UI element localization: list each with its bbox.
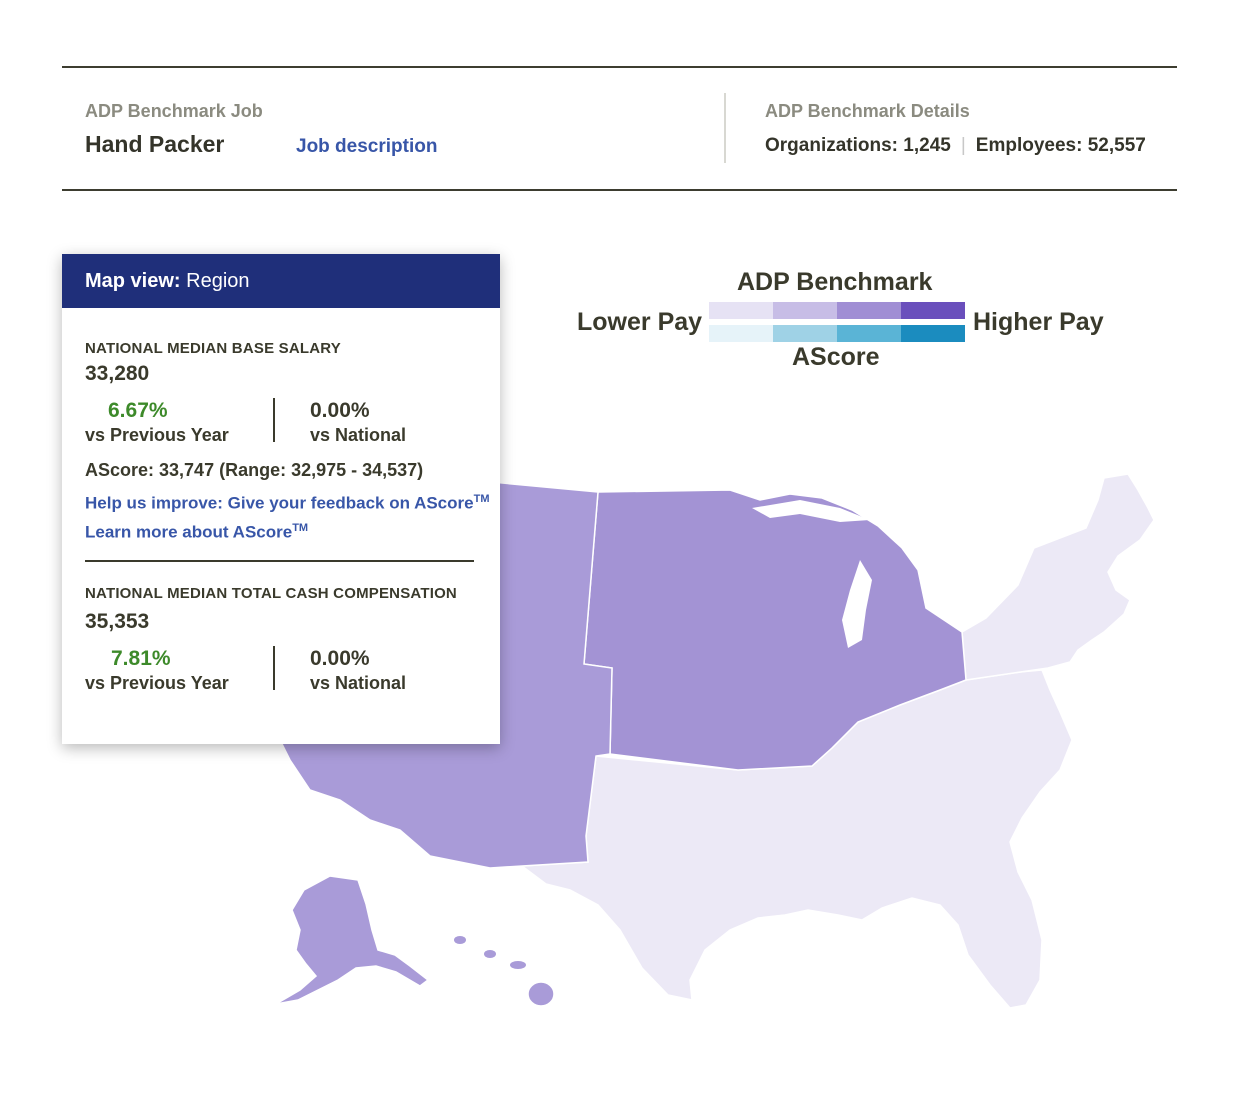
top-rule (62, 66, 1177, 68)
tm-mark: TM (292, 522, 309, 534)
job-title: Hand Packer (85, 131, 225, 157)
region-info-panel: Map view: Region NATIONAL MEDIAN BASE SA… (62, 254, 500, 744)
feedback-link-text[interactable]: Help us improve: Give your feedback on A… (85, 493, 474, 513)
bottom-rule (62, 189, 1177, 191)
total-vs-prev-label: vs Previous Year (85, 673, 229, 693)
header-divider (724, 93, 726, 163)
base-vs-nat-label: vs National (310, 425, 407, 445)
benchmark-swatch-2 (773, 302, 837, 319)
map-view-label: Map view: (85, 270, 181, 292)
total-vs-prev-pct: 7.81% (111, 647, 171, 670)
ascore-swatch-4 (901, 325, 965, 342)
map-region-alaska[interactable] (275, 875, 430, 1005)
benchmark-swatch-4 (901, 302, 965, 319)
great-lake-michigan (842, 560, 872, 648)
map-region-west[interactable] (278, 479, 613, 869)
base-vs-prev-pct: 6.67% (108, 399, 168, 422)
ascore-swatch-3 (837, 325, 901, 342)
job-description-link[interactable]: Job description (296, 136, 438, 157)
learn-more-link-text[interactable]: Learn more about AScore (85, 522, 293, 542)
map-region-hawaii[interactable] (527, 981, 555, 1007)
panel-divider (85, 560, 474, 562)
benchmark-details: Organizations: 1,245 | Employees: 52,557 (765, 135, 1146, 157)
ascore-swatch-2 (773, 325, 837, 342)
feedback-link[interactable]: Help us improve: Give your feedback on A… (85, 493, 489, 514)
legend-lower-pay: Lower Pay (577, 308, 703, 336)
total-cash-label: NATIONAL MEDIAN TOTAL CASH COMPENSATION (85, 585, 457, 602)
benchmark-swatch-1 (709, 302, 773, 319)
map-region-midwest[interactable] (583, 489, 967, 771)
tm-mark: TM (473, 493, 490, 505)
details-separator: | (960, 135, 966, 156)
panel-header: Map view: Region (62, 254, 500, 308)
benchmark-job-label: ADP Benchmark Job (85, 101, 263, 121)
hawaii-islet-2 (484, 950, 496, 958)
employees-count: Employees: 52,557 (975, 135, 1146, 156)
base-salary-label: NATIONAL MEDIAN BASE SALARY (85, 340, 341, 357)
hawaii-islet-3 (454, 936, 466, 944)
map-view-value[interactable]: Region (186, 270, 250, 292)
total-vs-nat-pct: 0.00% (310, 647, 370, 670)
ascore-swatch-1 (709, 325, 773, 342)
legend-title: ADP Benchmark (737, 268, 933, 296)
total-cash-value: 35,353 (85, 610, 150, 633)
hawaii-islet-1 (510, 961, 526, 969)
total-vs-nat-label: vs National (310, 673, 407, 693)
benchmark-details-label: ADP Benchmark Details (765, 101, 970, 121)
ascore-line: AScore: 33,747 (Range: 32,975 - 34,537) (85, 460, 424, 480)
base-stat-divider (273, 398, 275, 442)
base-vs-prev-label: vs Previous Year (85, 425, 229, 445)
base-vs-nat-pct: 0.00% (310, 399, 370, 422)
organizations-count: Organizations: 1,245 (765, 135, 951, 156)
learn-more-link[interactable]: Learn more about AScoreTM (85, 522, 308, 543)
legend-higher-pay: Higher Pay (973, 308, 1104, 336)
lake-superior (752, 500, 870, 522)
base-salary-value: 33,280 (85, 362, 150, 385)
legend-ascore: AScore (792, 343, 880, 371)
benchmark-swatch-3 (837, 302, 901, 319)
total-stat-divider (273, 646, 275, 690)
map-region-northeast[interactable] (961, 473, 1155, 681)
